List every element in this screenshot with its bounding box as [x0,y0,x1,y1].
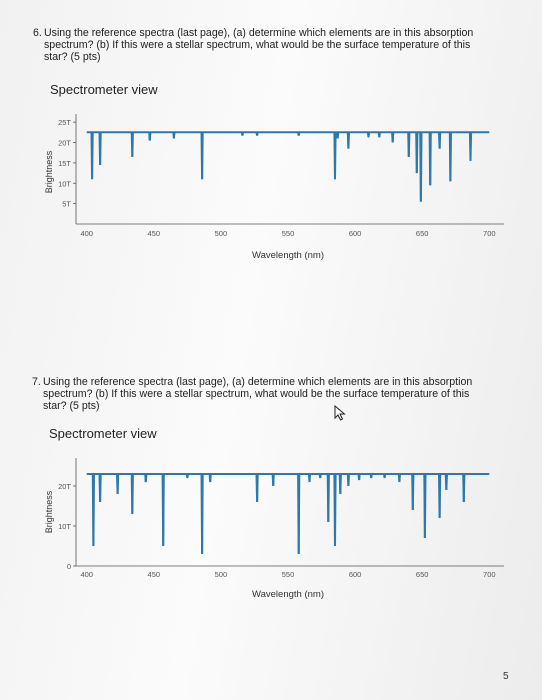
x-tick-label: 600 [349,570,362,579]
question-text-line: Using the reference spectra (last page),… [43,376,473,388]
x-tick-label: 500 [215,570,228,579]
x-tick-label: 650 [416,229,429,238]
y-tick-label: 10T [58,179,71,188]
x-tick-label: 450 [148,570,161,579]
spectrum-line [86,131,490,202]
question-text-line: star? (5 pts) [43,400,100,412]
question-7: 7. Using the reference spectra (last pag… [32,376,473,412]
x-tick-label: 400 [80,229,93,238]
question-text-line: star? (5 pts) [44,51,101,63]
question-text-line: spectrum? (b) If this were a stellar spe… [43,388,470,400]
x-tick-label: 500 [215,229,228,238]
spectrometer-view-title: Spectrometer view [50,82,158,97]
x-tick-label: 550 [282,570,295,579]
question-text-line: spectrum? (b) If this were a stellar spe… [44,39,471,51]
y-tick-label: 20T [58,482,71,491]
spectrometer-view-title: Spectrometer view [49,426,157,441]
x-tick-label: 400 [80,570,93,579]
y-tick-label: 10T [58,522,71,531]
y-tick-label: 20T [58,139,71,148]
question-number: 7. [32,376,41,388]
y-tick-label: 25T [58,118,71,127]
question-number: 6. [33,27,42,39]
y-tick-label: 5T [62,200,71,209]
y-axis-label: Brightness [44,490,54,533]
y-tick-label: 0 [67,562,71,571]
x-axis-label: Wavelength (nm) [252,589,324,600]
y-tick-label: 15T [58,159,71,168]
x-tick-label: 550 [282,229,295,238]
spectrum-line [86,473,490,555]
page-number: 5 [503,671,509,682]
question-6: 6. Using the reference spectra (last pag… [33,27,474,63]
x-tick-label: 650 [416,570,429,579]
question-text-line: Using the reference spectra (last page),… [44,27,474,39]
x-axis-label: Wavelength (nm) [252,250,324,261]
y-axis-label: Brightness [44,150,54,193]
x-tick-label: 700 [483,570,496,579]
mouse-pointer-icon [334,405,346,421]
absorption-spectrum-chart: 0 10T 20T 400 450 500 550 600 650 700 Wavelength (… [44,458,504,600]
x-tick-label: 600 [349,229,362,238]
x-tick-label: 700 [483,229,496,238]
absorption-spectrum-chart: 5T 10T 15T 20T 25T 400 450 500 550 600 650 700 Wavel… [44,114,504,261]
x-tick-label: 450 [148,229,161,238]
